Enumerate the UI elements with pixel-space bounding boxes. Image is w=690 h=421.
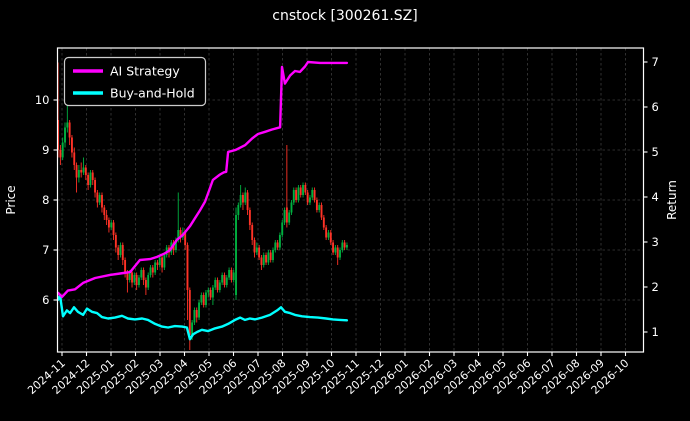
y-left-axis-title: Price: [4, 185, 18, 214]
y-left-tick-label: 6: [42, 293, 49, 307]
y-left-tick-label: 7: [42, 243, 49, 257]
y-right-tick-label: 4: [652, 190, 659, 204]
y-right-tick-label: 6: [652, 100, 659, 114]
y-right-axis-title: Return: [665, 180, 679, 220]
legend-label: Buy-and-Hold: [110, 86, 195, 101]
y-axis-left: 6 7 8 9 10 Price: [4, 93, 58, 307]
y-right-tick-label: 3: [652, 235, 659, 249]
price-candles: [57, 62, 348, 350]
y-left-tick-label: 8: [42, 193, 49, 207]
legend-label: AI Strategy: [110, 64, 180, 79]
x-axis: 2024-112024-122025-012025-022025-032025-…: [25, 352, 632, 397]
y-right-tick-label: 7: [652, 55, 659, 69]
y-right-tick-label: 2: [652, 280, 659, 294]
y-right-tick-label: 1: [652, 325, 659, 339]
legend-item-buy-and-hold: Buy-and-Hold: [73, 86, 195, 101]
chart-title: cnstock [300261.SZ]: [272, 8, 418, 24]
y-left-tick-label: 9: [42, 143, 49, 157]
y-left-tick-label: 10: [35, 93, 50, 107]
legend-item-ai-strategy: AI Strategy: [73, 64, 180, 79]
buy-and-hold-line: [56, 293, 349, 341]
legend: AI Strategy Buy-and-Hold: [63, 56, 207, 107]
ai-strategy-line: [56, 60, 349, 299]
y-right-tick-label: 5: [652, 145, 659, 159]
y-axis-right: 1 2 3 4 5 6 7 Return: [643, 55, 679, 339]
